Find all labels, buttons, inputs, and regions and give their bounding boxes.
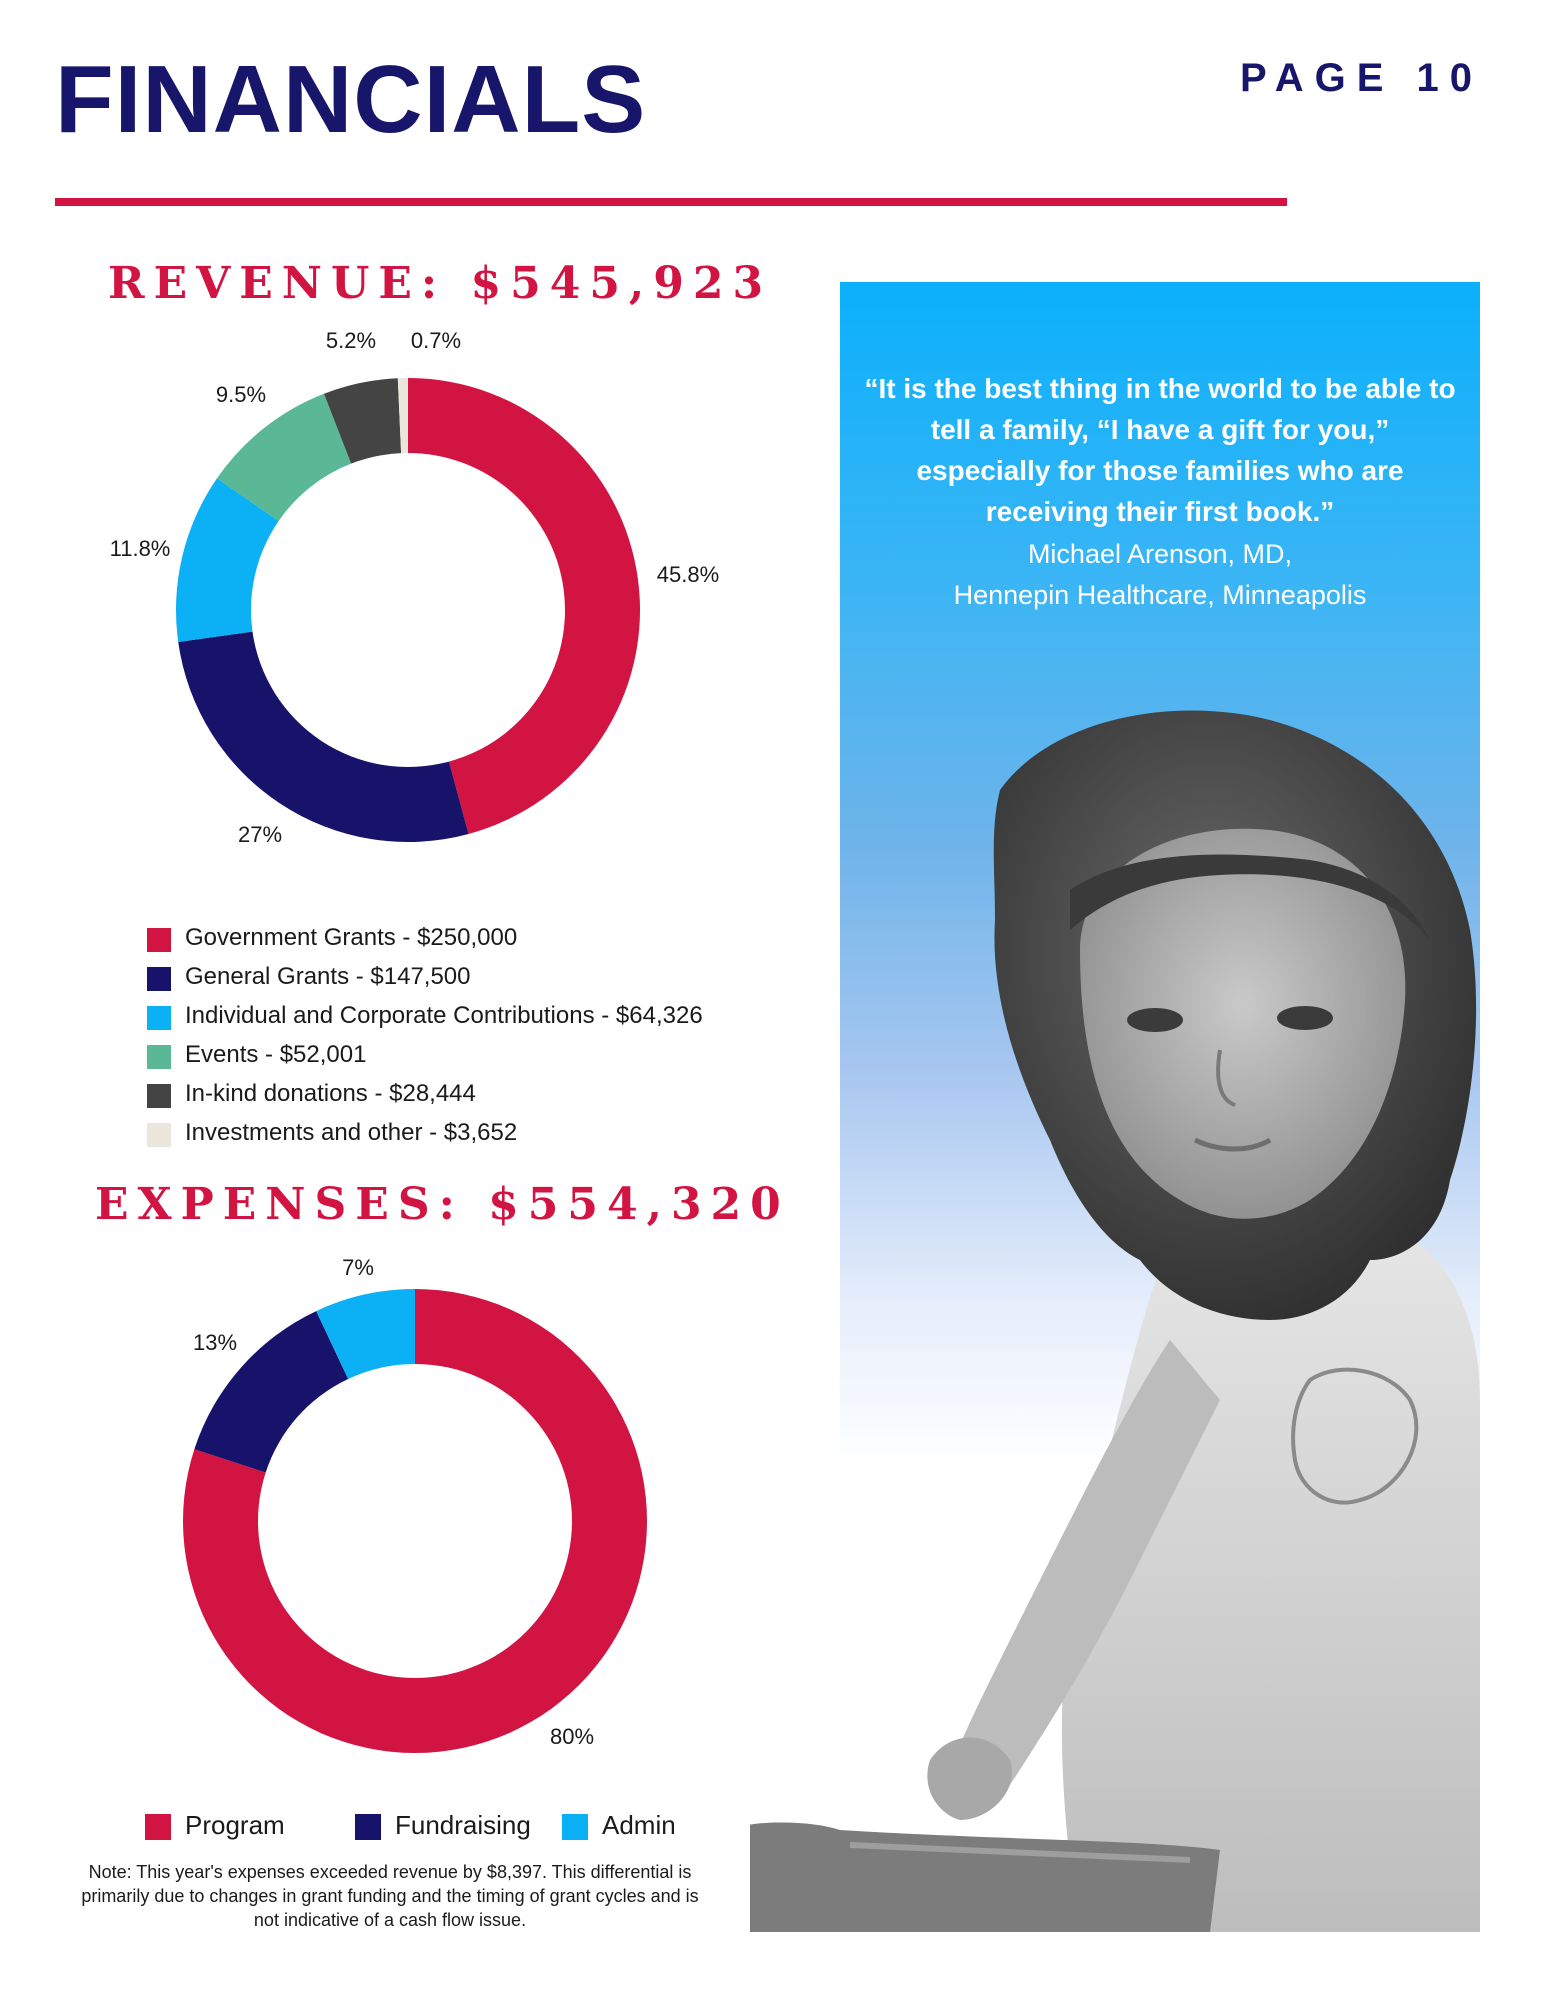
legend-swatch — [147, 1123, 171, 1147]
legend-swatch — [147, 928, 171, 952]
expenses-legend: Program Fundraising Admin — [145, 1810, 705, 1844]
legend-swatch — [145, 1814, 171, 1840]
expenses-slice-3 — [316, 1289, 415, 1379]
legend-label: General Grants - $147,500 — [185, 963, 471, 990]
revenue-slice-label-3: 11.8% — [110, 536, 171, 561]
legend-label: Events - $52,001 — [185, 1041, 367, 1068]
legend-label: Individual and Corporate Contributions -… — [185, 1002, 703, 1029]
legend-swatch — [147, 967, 171, 991]
legend-swatch — [147, 1045, 171, 1069]
revenue-heading: REVENUE: $545,923 — [108, 258, 773, 309]
quote-text: “It is the best thing in the world to be… — [864, 373, 1456, 527]
expenses-note: Note: This year's expenses exceeded reve… — [81, 1862, 699, 1930]
page-number: PAGE 10 — [1240, 56, 1483, 100]
child-reading-photo — [750, 710, 1480, 1932]
legend-label: In-kind donations - $28,444 — [185, 1080, 476, 1107]
quote-attribution-org: Hennepin Healthcare, Minneapolis — [953, 580, 1367, 610]
revenue-slice-label-2: 27% — [238, 822, 282, 847]
revenue-slice-label-4: 9.5% — [216, 382, 266, 407]
expenses-slice-label-3: 7% — [342, 1255, 374, 1280]
revenue-slice-2 — [178, 631, 469, 842]
revenue-slice-label-1: 45.8% — [657, 562, 719, 587]
legend-label: Investments and other - $3,652 — [185, 1119, 518, 1146]
legend-label: Fundraising — [395, 1810, 531, 1840]
revenue-slice-3 — [176, 478, 279, 642]
title-divider — [55, 198, 1287, 206]
revenue-slice-4 — [216, 393, 352, 521]
expenses-slice-label-1: 80% — [550, 1724, 594, 1749]
revenue-slice-label-5: 5.2% — [326, 328, 376, 353]
legend-label: Government Grants - $250,000 — [185, 924, 518, 951]
legend-swatch — [562, 1814, 588, 1840]
revenue-slice-label-6: 0.7% — [411, 328, 461, 353]
page-title: FINANCIALS — [55, 46, 647, 153]
expenses-slice-1 — [183, 1289, 647, 1754]
legend-swatch — [355, 1814, 381, 1840]
legend-label: Admin — [602, 1810, 676, 1840]
legend-swatch — [147, 1084, 171, 1108]
legend-label: Program — [185, 1810, 285, 1840]
legend-swatch — [147, 1006, 171, 1030]
expenses-slice-2 — [194, 1311, 349, 1473]
revenue-slice-5 — [323, 378, 402, 464]
revenue-slice-1 — [408, 378, 640, 834]
quote-attribution-name: Michael Arenson, MD, — [1027, 539, 1293, 569]
expenses-slice-label-2: 13% — [193, 1330, 237, 1355]
revenue-slice-6 — [397, 378, 408, 454]
expenses-heading: EXPENSES: $554,320 — [95, 1179, 790, 1230]
